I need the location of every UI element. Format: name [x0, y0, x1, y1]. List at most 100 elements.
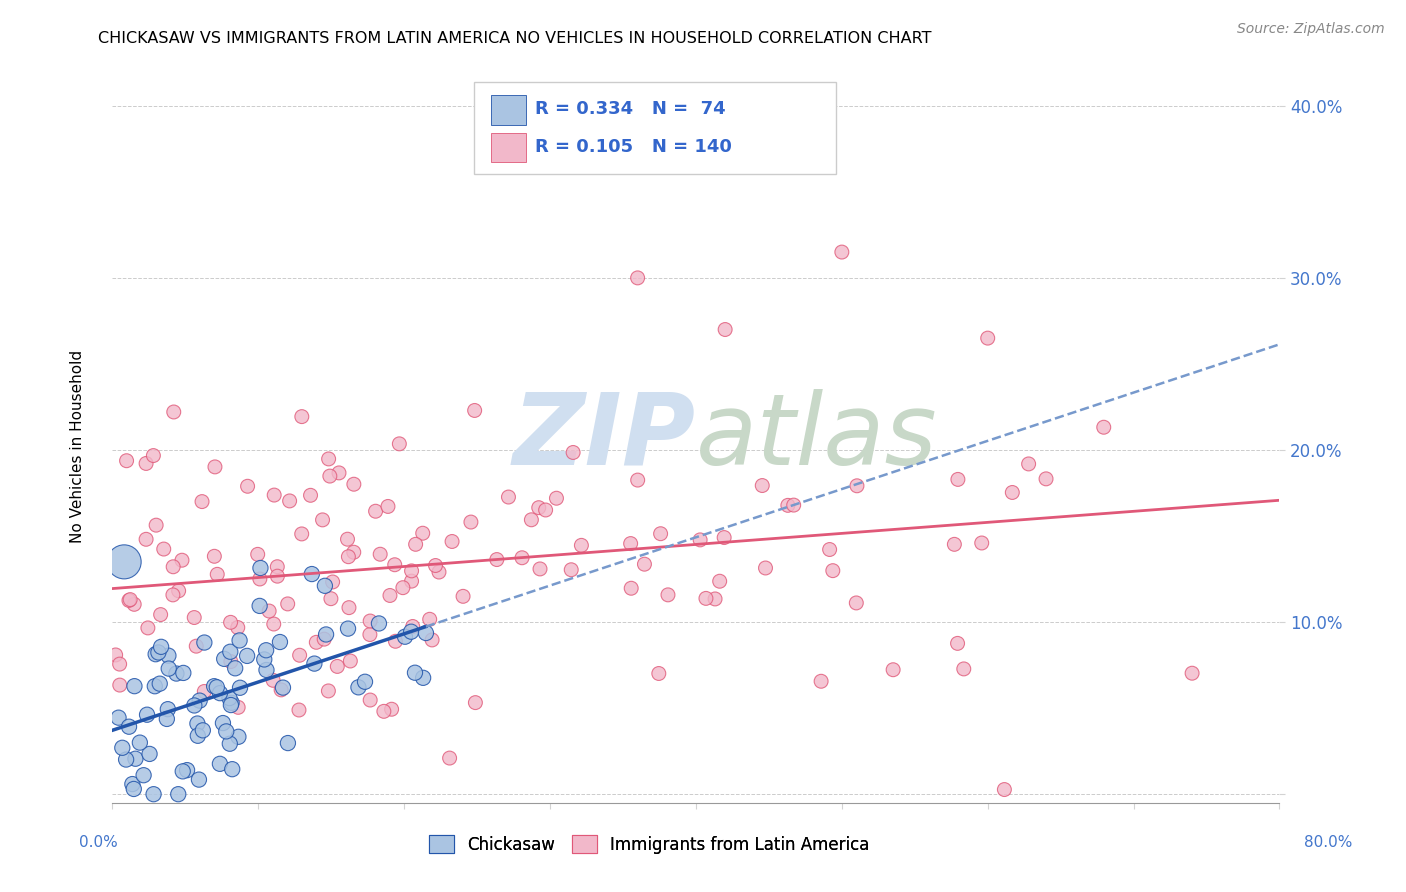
Point — [704, 591, 727, 606]
Point — [946, 636, 969, 650]
Point — [1035, 472, 1057, 486]
Point — [328, 466, 350, 480]
Point — [246, 547, 269, 561]
Point — [172, 665, 194, 680]
Point — [315, 627, 337, 641]
Point — [464, 403, 486, 417]
Point — [1001, 485, 1024, 500]
Point — [368, 547, 391, 561]
Point — [415, 626, 437, 640]
Point — [115, 753, 138, 767]
Point — [627, 473, 650, 487]
Point — [183, 698, 205, 713]
Text: Source: ZipAtlas.com: Source: ZipAtlas.com — [1237, 22, 1385, 37]
Point — [187, 772, 209, 787]
Point — [270, 682, 292, 697]
Text: CHICKASAW VS IMMIGRANTS FROM LATIN AMERICA NO VEHICLES IN HOUSEHOLD CORRELATION : CHICKASAW VS IMMIGRANTS FROM LATIN AMERI… — [98, 31, 932, 46]
Point — [183, 610, 205, 624]
Point — [165, 666, 187, 681]
Point — [156, 702, 179, 716]
FancyBboxPatch shape — [491, 133, 526, 162]
Point — [1092, 420, 1115, 434]
Point — [191, 494, 214, 508]
Legend: Chickasaw, Immigrants from Latin America: Chickasaw, Immigrants from Latin America — [422, 829, 876, 860]
Text: No Vehicles in Household: No Vehicles in Household — [70, 350, 84, 542]
Point — [205, 680, 228, 694]
Point — [336, 532, 359, 546]
Point — [219, 645, 242, 659]
Point — [221, 696, 243, 710]
Point — [135, 457, 157, 471]
Point — [122, 781, 145, 796]
Point — [776, 499, 799, 513]
Point — [314, 632, 336, 647]
Point — [818, 542, 841, 557]
Point — [145, 647, 167, 661]
Point — [149, 607, 172, 622]
Point — [970, 536, 993, 550]
Point — [343, 545, 366, 559]
Point — [145, 518, 167, 533]
Point — [337, 549, 360, 564]
Point — [946, 472, 969, 486]
Point — [253, 652, 276, 666]
Point — [221, 762, 243, 776]
Text: 80.0%: 80.0% — [1305, 836, 1353, 850]
Point — [347, 681, 370, 695]
Point — [288, 648, 311, 663]
Point — [485, 552, 508, 566]
Point — [464, 696, 486, 710]
Point — [256, 663, 278, 677]
Point — [441, 534, 464, 549]
Point — [208, 686, 231, 700]
Text: R = 0.105   N = 140: R = 0.105 N = 140 — [534, 138, 731, 156]
Point — [162, 588, 184, 602]
Point — [657, 588, 679, 602]
Point — [204, 459, 226, 474]
Point — [219, 698, 242, 712]
Point — [751, 478, 773, 492]
Point — [337, 622, 360, 636]
Point — [136, 621, 159, 635]
Point — [451, 590, 474, 604]
Point — [271, 681, 294, 695]
Point — [846, 479, 869, 493]
Text: R = 0.334   N =  74: R = 0.334 N = 74 — [534, 100, 725, 118]
Point — [845, 596, 868, 610]
Point — [689, 533, 711, 547]
Point — [412, 671, 434, 685]
Point — [993, 782, 1015, 797]
Point — [277, 597, 299, 611]
Point — [187, 729, 209, 743]
Point — [305, 635, 328, 649]
Point — [373, 704, 395, 718]
Point — [118, 593, 141, 607]
Point — [172, 764, 194, 779]
Point — [381, 702, 404, 716]
Point — [291, 409, 314, 424]
Point — [714, 322, 737, 336]
Point — [560, 563, 582, 577]
Point — [111, 740, 134, 755]
Point — [278, 494, 301, 508]
Point — [249, 561, 271, 575]
Point — [562, 445, 585, 459]
Point — [186, 716, 208, 731]
Point — [219, 655, 242, 669]
Point — [527, 500, 550, 515]
Point — [388, 437, 411, 451]
Point — [226, 700, 249, 714]
Point — [266, 569, 288, 583]
Point — [163, 405, 186, 419]
Point — [520, 513, 543, 527]
Point — [404, 665, 426, 680]
Point — [236, 648, 259, 663]
Point — [339, 654, 361, 668]
Point — [188, 693, 211, 707]
FancyBboxPatch shape — [474, 82, 837, 174]
Point — [269, 635, 291, 649]
Point — [219, 615, 242, 630]
Point — [107, 711, 129, 725]
Point — [713, 531, 735, 545]
Point — [620, 536, 643, 550]
